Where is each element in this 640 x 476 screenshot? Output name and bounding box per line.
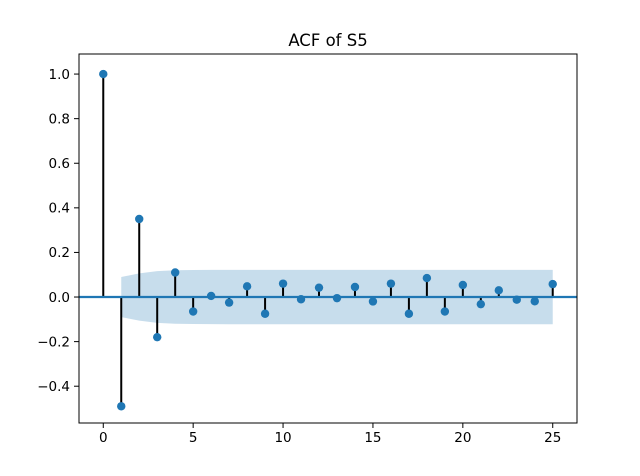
axes-spines [78, 53, 578, 424]
acf-marker [332, 293, 342, 303]
acf-marker [530, 297, 539, 306]
acf-marker [99, 69, 108, 79]
acf-marker [368, 297, 378, 306]
y-tick-label: 0.2 [49, 245, 70, 261]
acf-marker [404, 309, 414, 318]
y-tick-label: −0.2 [37, 334, 70, 350]
acf-marker [260, 309, 270, 318]
acf-marker [440, 307, 450, 316]
acf-marker [153, 332, 162, 342]
acf-marker [206, 291, 216, 301]
acf-marker [135, 214, 144, 224]
y-tick-label: 1.0 [49, 67, 70, 83]
acf-marker [548, 279, 557, 289]
y-tick-label: 0.0 [49, 290, 70, 306]
acf-marker [224, 298, 234, 307]
acf-marker [188, 307, 198, 316]
acf-marker [170, 268, 180, 277]
x-tick-label: 5 [189, 430, 198, 446]
acf-marker [386, 279, 396, 288]
acf-marker [296, 295, 306, 304]
x-tick-label: 0 [99, 430, 108, 446]
acf-marker [278, 279, 288, 288]
x-tick-label: 20 [454, 430, 471, 446]
y-tick-label: 0.6 [49, 156, 70, 172]
y-tick-label: −0.4 [37, 379, 70, 395]
acf-marker [242, 282, 252, 291]
acf-marker [117, 402, 126, 411]
chart-title: ACF of S5 [288, 31, 368, 50]
x-tick-label: 25 [544, 430, 561, 446]
acf-marker [314, 283, 324, 292]
acf-marker [476, 299, 486, 309]
acf-marker [512, 295, 521, 304]
acf-marker [422, 273, 432, 283]
x-tick-label: 10 [274, 430, 291, 446]
y-tick-label: 0.4 [49, 201, 70, 217]
x-tick-label: 15 [364, 430, 381, 446]
acf-marker [350, 282, 360, 292]
y-tick-label: 0.8 [49, 111, 70, 127]
acf-marker [494, 286, 503, 295]
acf-marker [458, 280, 468, 290]
